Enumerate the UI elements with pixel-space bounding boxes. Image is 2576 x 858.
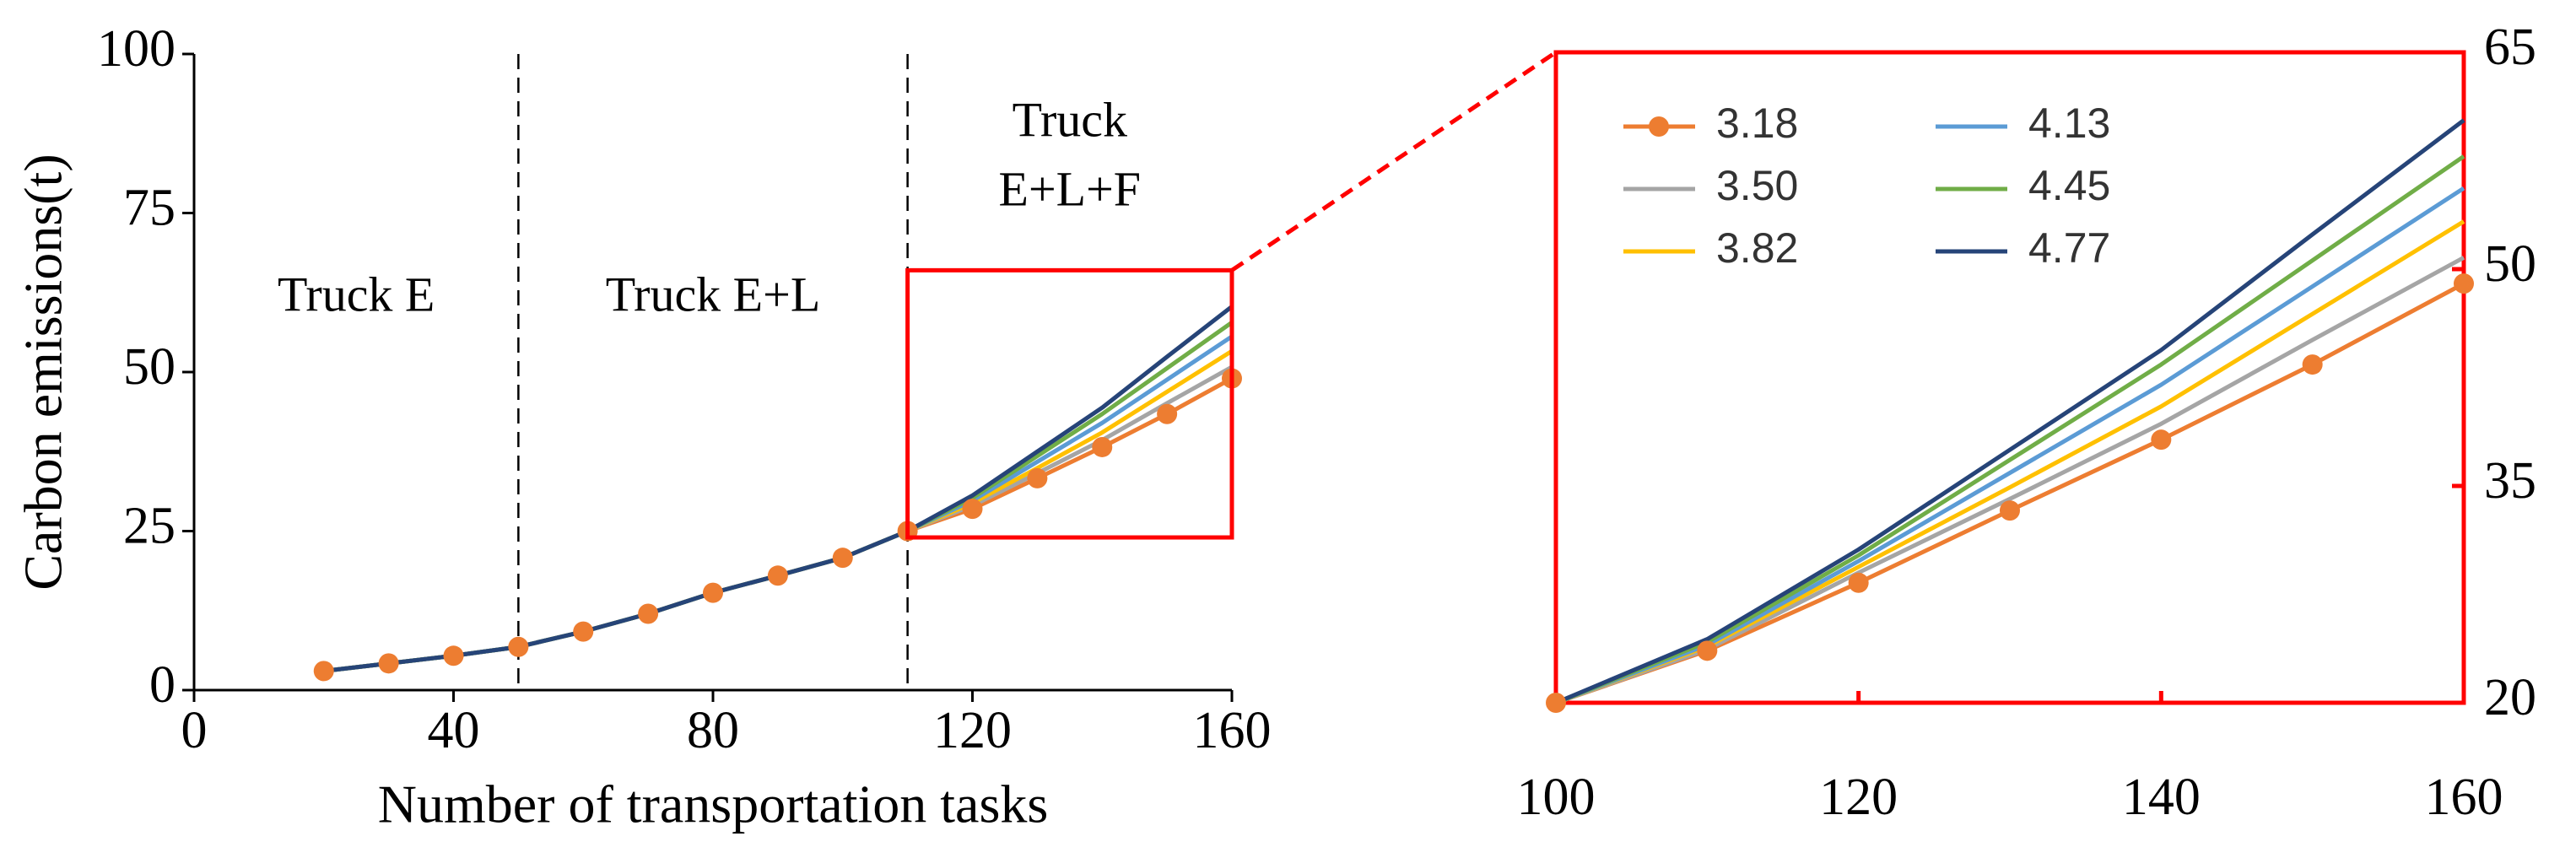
series-line [323,376,1234,673]
data-point [2302,354,2323,375]
data-point [638,603,659,624]
data-point [2151,429,2172,451]
x-tick-label: 140 [2122,769,2201,826]
data-point [703,582,723,603]
y-tick-label: 100 [97,20,176,78]
data-point [1546,693,1566,713]
y-tick-label: 65 [2484,19,2536,76]
legend-label: 3.18 [1716,100,1798,147]
series-line [323,334,1234,673]
data-point [832,548,853,569]
data-point [573,621,594,642]
y-tick-label: 20 [2484,669,2536,726]
data-point [1092,436,1113,457]
legend-label: 3.50 [1716,162,1798,209]
series-line [1555,186,2465,705]
x-tick-label: 120 [1819,769,1898,826]
y-tick-label: 50 [123,338,176,396]
plot-frame [1553,50,2466,705]
region-label: Truck E [278,267,435,321]
x-tick-label: 160 [2425,769,2503,826]
legend-label: 4.45 [2028,162,2110,209]
data-point [443,645,464,666]
legend-label: 4.13 [2028,100,2110,147]
data-point [1848,572,1869,593]
legend-label: 4.77 [2028,224,2110,272]
highlight-box [905,267,1234,540]
series-line [1555,281,2465,705]
x-axis-label: Number of transportation tasks [378,774,1049,834]
legend-marker [1649,116,1669,137]
legend-label: 3.82 [1716,224,1798,272]
data-point [2000,500,2020,521]
y-tick-label: 50 [2484,235,2536,293]
region-label: Truck [1013,92,1127,147]
y-axis-label: Carbon emissions(t) [14,154,73,590]
series-line [323,321,1234,673]
data-point [962,499,983,520]
zoom-connector [1230,50,1558,273]
x-tick-label: 80 [687,702,739,759]
x-tick-label: 120 [933,702,1012,759]
y-tick-label: 35 [2484,452,2536,510]
data-point [1157,403,1178,424]
series-line [323,305,1234,673]
x-tick-label: 100 [1517,769,1596,826]
series-line [323,349,1234,673]
data-point [313,661,334,682]
x-tick-label: 160 [1193,702,1272,759]
region-label: Truck E+L [606,267,821,321]
x-tick-label: 0 [181,702,208,759]
data-point [767,565,788,586]
y-tick-label: 0 [149,656,176,714]
data-point [508,636,529,657]
region-label: E+L+F [999,161,1142,216]
data-point [1027,467,1048,488]
series-line [1555,118,2465,705]
y-tick-label: 75 [123,180,176,237]
series-line [1555,154,2465,705]
data-point [2454,273,2474,294]
x-tick-label: 40 [428,702,480,759]
data-point [378,653,399,674]
data-point [1697,640,1718,661]
series-line [1555,256,2465,705]
y-tick-label: 25 [123,498,176,555]
